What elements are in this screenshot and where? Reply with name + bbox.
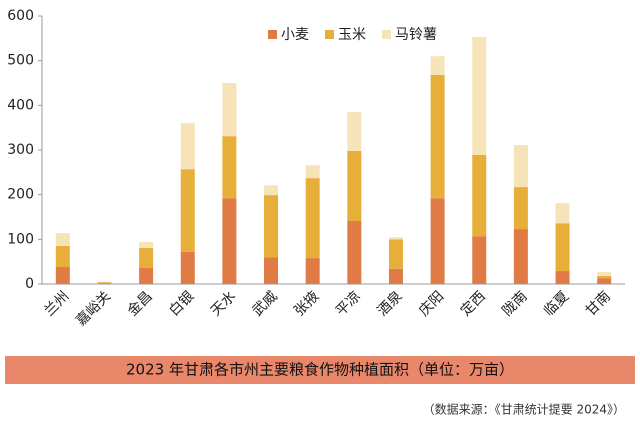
bar-segment xyxy=(513,187,528,230)
bar-segment xyxy=(555,271,570,284)
x-tick-label: 临夏 xyxy=(541,288,572,319)
bar-segment xyxy=(139,267,154,284)
bar-segment xyxy=(430,56,445,75)
legend-label: 马铃薯 xyxy=(395,27,437,43)
chart-caption: 2023 年甘肃各市州主要粮食作物种植面积（单位：万亩） xyxy=(126,361,514,379)
bar-segment xyxy=(305,165,320,179)
x-tick-label: 武威 xyxy=(250,288,281,319)
legend-label: 玉米 xyxy=(338,27,366,43)
bar-segment xyxy=(55,267,70,284)
x-tick-label: 张掖 xyxy=(291,288,322,319)
bar-segment xyxy=(347,150,362,222)
caption-banner xyxy=(5,356,635,384)
y-tick-label: 200 xyxy=(7,187,34,203)
source-note: （数据来源：《甘肃统计提要 2024》） xyxy=(423,402,625,417)
y-tick-label: 0 xyxy=(25,276,34,292)
x-tick-label: 定西 xyxy=(458,288,489,319)
bar-segment xyxy=(222,83,237,137)
y-tick-label: 600 xyxy=(7,8,34,24)
x-tick-label: 金昌 xyxy=(125,288,156,319)
bar-segment xyxy=(222,198,237,284)
y-tick-label: 500 xyxy=(7,53,34,69)
bar-segment xyxy=(555,223,570,272)
bar-segment xyxy=(180,169,195,252)
bar-segment xyxy=(388,239,403,269)
y-tick-label: 300 xyxy=(7,142,34,158)
bar-segment xyxy=(305,258,320,284)
bar-segment xyxy=(55,246,70,268)
bar-segment xyxy=(388,237,403,240)
x-tick-label: 嘉峪关 xyxy=(73,288,114,329)
bar-segment xyxy=(388,268,403,284)
legend-swatch xyxy=(268,30,277,39)
bar-segment xyxy=(97,282,112,284)
bar-segment xyxy=(597,278,612,284)
legend-swatch xyxy=(325,30,334,39)
bar-segment xyxy=(347,112,362,151)
x-tick-label: 陇南 xyxy=(499,288,530,319)
y-tick-label: 100 xyxy=(7,231,34,247)
bar-segment xyxy=(305,178,320,259)
y-tick-label: 400 xyxy=(7,97,34,113)
bar-segment xyxy=(55,233,70,247)
bar-segment xyxy=(472,36,487,155)
bar-segment xyxy=(264,185,279,196)
bar-segment xyxy=(139,247,154,268)
bar-segment xyxy=(430,74,445,199)
bar-segment xyxy=(347,221,362,284)
x-tick-label: 平凉 xyxy=(333,288,364,319)
bar-segment xyxy=(180,123,195,170)
bar-segment xyxy=(513,145,528,188)
legend-label: 小麦 xyxy=(281,27,309,43)
bar-segment xyxy=(555,203,570,224)
bar-segment xyxy=(139,242,154,248)
bar-segment xyxy=(513,229,528,284)
bar-segment xyxy=(430,198,445,284)
bar-segment xyxy=(597,271,612,276)
bar-segment xyxy=(264,195,279,258)
legend-swatch xyxy=(382,30,391,39)
bar-segment xyxy=(264,257,279,284)
bar-segment xyxy=(597,275,612,279)
bar-segment xyxy=(472,154,487,237)
x-tick-label: 天水 xyxy=(208,288,239,319)
bar-segment xyxy=(472,236,487,284)
x-tick-label: 酒泉 xyxy=(374,288,406,320)
x-tick-label: 甘南 xyxy=(583,288,614,319)
x-tick-label: 白银 xyxy=(166,288,197,319)
bar-segment xyxy=(180,251,195,284)
x-tick-label: 兰州 xyxy=(41,288,72,319)
x-tick-label: 庆阳 xyxy=(416,288,447,319)
bar-segment xyxy=(222,136,237,199)
